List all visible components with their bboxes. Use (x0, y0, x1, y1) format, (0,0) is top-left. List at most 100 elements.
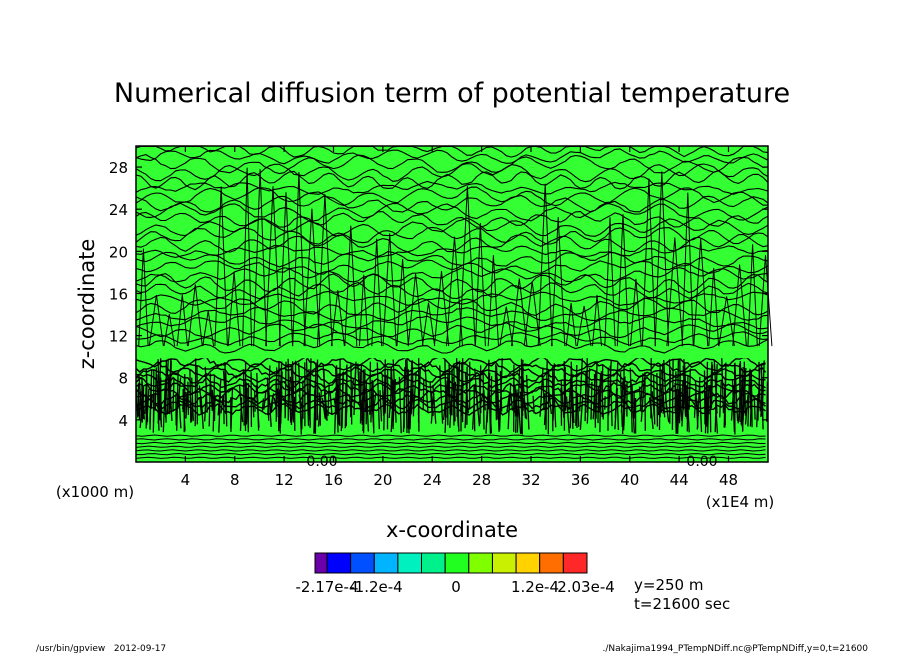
contour-dense (252, 397, 255, 418)
y-tick-label: 4 (118, 412, 128, 430)
contour-cell (732, 264, 747, 347)
contour-line (135, 441, 766, 445)
contour-dense (704, 390, 707, 434)
x-tick-label: 40 (620, 471, 639, 489)
contour-cell (358, 274, 369, 347)
contour-dense (176, 372, 179, 431)
colorbar-segment (350, 552, 375, 574)
contour-dense (162, 385, 166, 433)
contour-dense (384, 374, 387, 414)
colorbar-label: -1.2e-4 (349, 578, 402, 596)
contour-cell (303, 208, 321, 347)
contour-dense (719, 382, 722, 418)
contour-dense (674, 382, 677, 434)
contour-dense (706, 361, 709, 427)
x-tick-label: 8 (230, 471, 240, 489)
contour-dense (539, 367, 544, 417)
contour-cell (474, 223, 486, 347)
contour-dense (364, 385, 367, 411)
contour-line (135, 217, 769, 237)
chart-title: Numerical diffusion term of potential te… (114, 78, 790, 109)
contour-cell (747, 244, 758, 347)
contour-dense (542, 393, 546, 411)
contour-cell (681, 192, 694, 347)
contour-line (135, 211, 769, 228)
x-tick-label: 4 (181, 471, 191, 489)
contour-line (135, 154, 769, 175)
contour-line (135, 445, 766, 448)
contour-dense (152, 393, 155, 433)
contour-dense (412, 371, 417, 414)
contour-dense (204, 382, 208, 422)
contour-line (135, 331, 769, 346)
contour-cell (317, 194, 333, 347)
annotation-t: t=21600 sec (634, 595, 730, 613)
y-tick-label: 28 (109, 159, 128, 177)
contour-cell (148, 295, 164, 347)
contour-dense (314, 362, 317, 434)
x-tick-label: 48 (719, 471, 738, 489)
contour-dense (370, 379, 373, 423)
contour-cell (523, 281, 541, 347)
contour-cell (511, 278, 528, 347)
contour-cell (227, 271, 241, 347)
contour-cell (551, 217, 566, 347)
y-axis-ticks: 4 8 12 16 20 24 28 (109, 159, 768, 430)
contour-cell (604, 217, 616, 347)
contour-dense (693, 386, 697, 418)
colorbar-segment (468, 552, 493, 574)
contour-dense (453, 363, 456, 422)
contour-cell (487, 255, 499, 347)
contour-cell (265, 186, 281, 347)
contour-line (135, 233, 769, 253)
contour-dense (211, 389, 215, 418)
contour-dense (424, 364, 429, 413)
contour-dense (144, 384, 147, 414)
plot-frame (135, 145, 769, 463)
contour-dense (621, 376, 626, 435)
contour-cell (382, 233, 397, 347)
inplot-label-2: 0.00 (686, 454, 717, 470)
colorbar-segment (421, 552, 446, 574)
contour-line (135, 403, 766, 416)
contour-cell (202, 310, 215, 347)
contour-line (135, 148, 769, 165)
contour-dense (349, 379, 354, 417)
y-unit-label: (x1000 m) (56, 483, 134, 501)
x-unit-label: (x1E4 m) (706, 493, 775, 511)
contour-cell (242, 167, 253, 347)
colorbar-segment (562, 552, 588, 574)
contour-dense (322, 366, 327, 420)
contour-dense (390, 379, 395, 433)
contour-line (135, 163, 769, 183)
y-tick-label: 12 (109, 328, 128, 346)
contour-line (135, 355, 766, 369)
contour-dense (584, 371, 587, 422)
inplot-label-1: 0.00 (306, 454, 337, 470)
contour-cell (407, 273, 424, 347)
x-tick-label: 20 (373, 471, 392, 489)
colorbar-segment (492, 552, 517, 574)
contour-dense (327, 384, 330, 417)
contour-dense (359, 371, 362, 421)
contour-cell (176, 294, 188, 347)
contour-dense (407, 382, 413, 428)
contour-cell (708, 267, 720, 347)
contour-cell (537, 183, 553, 347)
contour-cell (718, 296, 735, 347)
contour-dense (298, 362, 302, 435)
contour-dense (220, 396, 224, 414)
contour-dense (633, 391, 636, 419)
y-tick-label: 24 (109, 201, 128, 219)
contour-dense (150, 395, 153, 409)
contour-dense (525, 374, 530, 430)
footer-right: ./Nakajima1994_PTempNDiff.nc@PTempNDiff,… (603, 644, 869, 654)
contour-line (135, 282, 769, 300)
contour-dense (648, 397, 652, 410)
x-tick-label: 44 (670, 471, 689, 489)
x-axis-ticks: 4 8 12 16 20 24 28 32 36 40 44 48 (181, 146, 738, 489)
contour-dense (623, 386, 627, 427)
colorbar-label: 0 (451, 578, 461, 596)
contour-dense (141, 381, 143, 416)
